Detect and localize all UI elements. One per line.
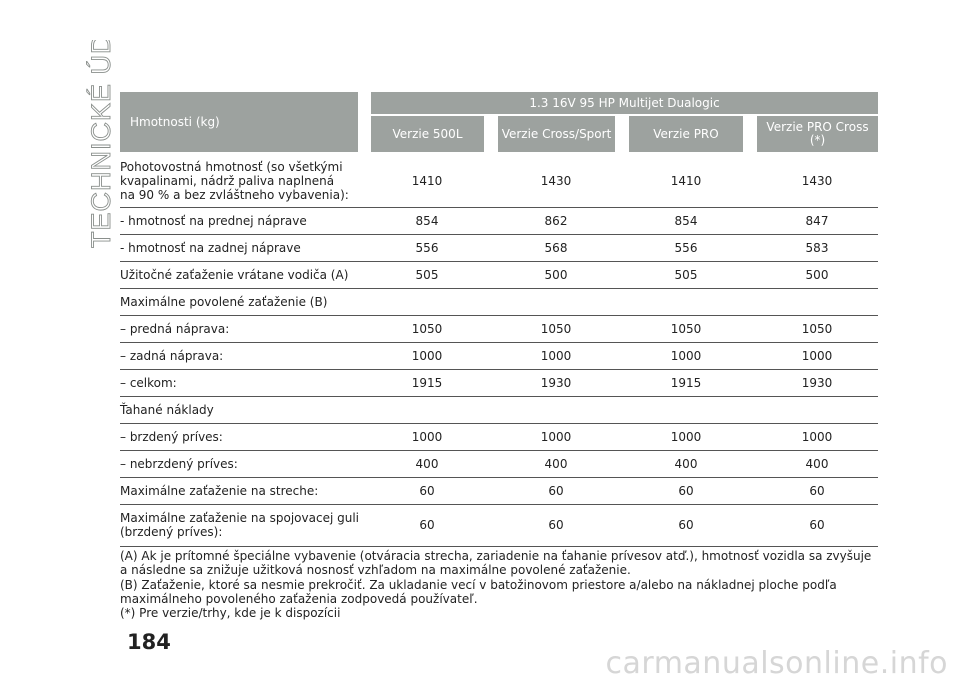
row-divider — [120, 261, 878, 262]
header-col-3: Verzie PRO — [629, 116, 743, 152]
row-label: Pohotovostná hmotnosť (so všetkými kvapa… — [120, 159, 349, 202]
cell-value: 1050 — [801, 321, 833, 336]
cell-value: 60 — [809, 483, 825, 498]
cell-value: 60 — [548, 483, 564, 498]
header-engine-text: 1.3 16V 95 HP Multijet Dualogic — [529, 95, 720, 110]
row-divider — [120, 423, 878, 424]
cell-value: 400 — [544, 456, 568, 471]
page-number: 184 — [127, 630, 171, 654]
header-col-3-text: Verzie PRO — [653, 126, 719, 141]
row-label: Maximálne zaťaženie na streche: — [120, 483, 319, 498]
header-col-4: Verzie PRO Cross (*) — [757, 116, 878, 152]
row-divider — [120, 342, 878, 343]
cell-value: 1000 — [670, 348, 702, 363]
row-label: – zadná náprava: — [120, 348, 224, 363]
cell-value: 60 — [678, 518, 694, 532]
cell-value: 1410 — [670, 173, 702, 188]
cell-value: 1050 — [670, 321, 702, 336]
cell-value: 500 — [544, 267, 568, 282]
cell-value: 60 — [419, 518, 435, 532]
cell-value: 60 — [678, 483, 694, 498]
cell-value: 1000 — [801, 348, 833, 363]
header-col-4-text: Verzie PRO Cross (*) — [766, 120, 869, 147]
side-section-title: TECHNICKÉ ÚDAJE — [82, 40, 118, 250]
row-divider — [120, 504, 878, 505]
row-label: - hmotnosť na zadnej náprave — [120, 240, 301, 255]
cell-value: 60 — [419, 483, 435, 498]
watermark: carmanualsonline.info — [605, 646, 948, 681]
cell-value: 862 — [544, 213, 568, 228]
side-title-text: TECHNICKÉ ÚDAJE — [85, 40, 116, 248]
row-label: - hmotnosť na prednej nápravе — [120, 213, 307, 228]
row-label: Ťahané náklady — [120, 402, 214, 417]
header-engine: 1.3 16V 95 HP Multijet Dualogic — [371, 92, 878, 114]
header-col-2: Verzie Cross/Sport — [498, 116, 615, 152]
header-col-2-text: Verzie Cross/Sport — [501, 126, 612, 141]
cell-value: 400 — [415, 456, 439, 471]
cell-value: 556 — [674, 240, 698, 255]
cell-value: 556 — [415, 240, 439, 255]
cell-value: 505 — [415, 267, 439, 282]
cell-value: 60 — [809, 518, 825, 532]
footnotes: (A) Ak je prítomné špeciálne vybavenie (… — [120, 549, 880, 620]
cell-value: 1000 — [411, 429, 443, 444]
row-label: – celkom: — [120, 375, 177, 390]
cell-value: 1000 — [540, 348, 572, 363]
cell-value: 60 — [548, 518, 564, 532]
cell-value: 500 — [805, 267, 829, 282]
row-divider — [120, 207, 878, 208]
row-label: Maximálne povolené zaťaženie (B) — [120, 294, 328, 309]
header-col-1: Verzie 500L — [371, 116, 484, 152]
cell-value: 847 — [805, 213, 829, 228]
cell-value: 1915 — [411, 375, 443, 390]
row-divider — [120, 477, 878, 478]
cell-value: 1410 — [411, 173, 443, 188]
cell-value: 400 — [674, 456, 698, 471]
header-weights-text: Hmotnosti (kg) — [130, 114, 220, 129]
cell-value: 854 — [415, 213, 439, 228]
cell-value: 854 — [674, 213, 698, 228]
header-col-1-text: Verzie 500L — [392, 126, 463, 141]
cell-value: 1000 — [801, 429, 833, 444]
row-label: – nebrzdený príves: — [120, 456, 238, 471]
footnote-a: (A) Ak je prítomné špeciálne vybavenie (… — [120, 549, 872, 578]
cell-value: 1050 — [540, 321, 572, 336]
cell-value: 1000 — [540, 429, 572, 444]
row-divider — [120, 288, 878, 289]
row-divider — [120, 315, 878, 316]
row-divider — [120, 546, 878, 547]
cell-value: 505 — [674, 267, 698, 282]
cell-value: 568 — [544, 240, 568, 255]
row-label: Užitočné zaťaženie vrátane vodiča (A) — [120, 267, 349, 282]
cell-value: 1930 — [801, 375, 833, 390]
cell-value: 400 — [805, 456, 829, 471]
row-divider — [120, 450, 878, 451]
cell-value: 1000 — [670, 429, 702, 444]
cell-value: 1000 — [411, 348, 443, 363]
row-divider — [120, 234, 878, 235]
cell-value: 1930 — [540, 375, 572, 390]
row-label: – predná náprava: — [120, 321, 230, 336]
cell-value: 1430 — [540, 173, 572, 188]
row-divider — [120, 369, 878, 370]
row-label: Maximálne zaťaženie na spojovacej guli (… — [120, 511, 359, 539]
cell-value: 1050 — [411, 321, 443, 336]
cell-value: 583 — [805, 240, 829, 255]
header-weights-label: Hmotnosti (kg) — [120, 92, 358, 152]
cell-value: 1430 — [801, 173, 833, 188]
footnote-b: (B) Zaťaženie, ktoré sa nesmie prekročiť… — [120, 577, 837, 606]
row-divider — [120, 396, 878, 397]
row-label: – brzdený príves: — [120, 429, 223, 444]
footnote-star: (*) Pre verzie/trhy, kde je k dispozícii — [120, 606, 341, 621]
cell-value: 1915 — [670, 375, 702, 390]
